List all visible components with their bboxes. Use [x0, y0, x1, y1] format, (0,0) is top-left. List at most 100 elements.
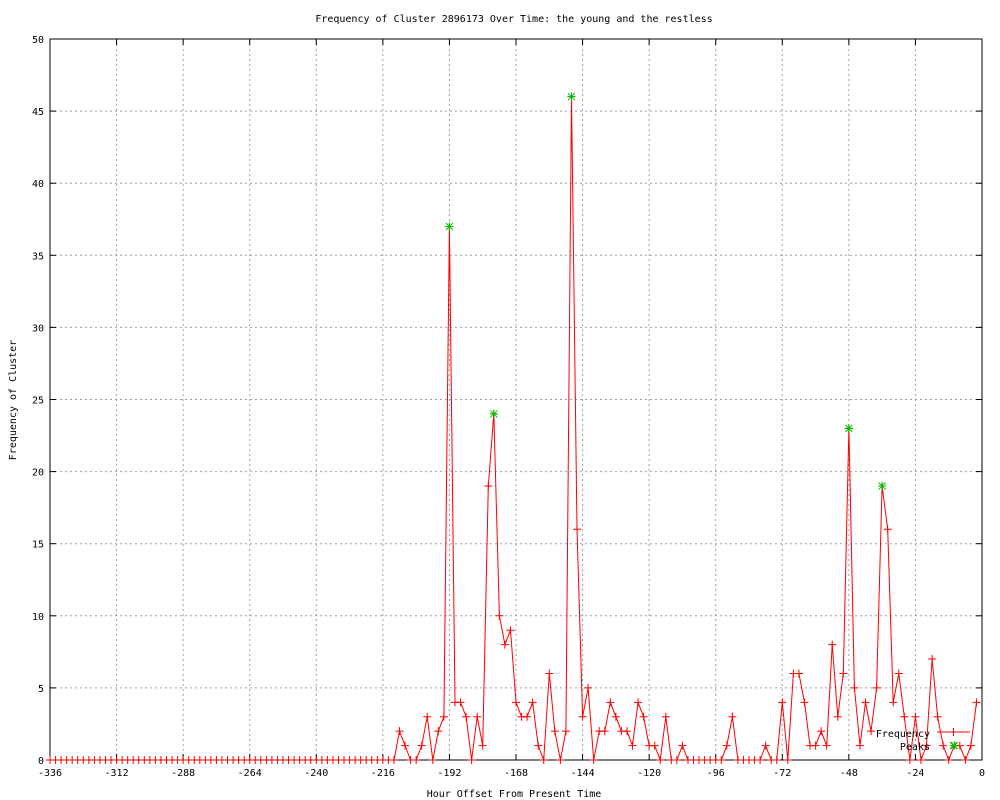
y-tick-label: 25 [32, 396, 44, 407]
frequency-point [506, 626, 515, 635]
y-tick-label: 5 [38, 684, 44, 695]
frequency-point [839, 669, 848, 678]
frequency-point [578, 712, 587, 721]
y-tick-label: 15 [32, 540, 44, 551]
plot-border [49, 38, 983, 761]
x-tick-label: -288 [171, 768, 195, 779]
frequency-point [523, 712, 532, 721]
y-axis-label: Frequency of Cluster [8, 340, 19, 460]
x-tick-label: -192 [437, 768, 461, 779]
frequency-point [961, 756, 970, 764]
frequency-point [772, 756, 781, 764]
frequency-point [778, 698, 787, 707]
frequency-point [634, 698, 643, 707]
peak-point [567, 92, 576, 101]
y-tick-label: 20 [32, 468, 44, 479]
frequency-point [500, 640, 509, 649]
frequency-point [928, 655, 937, 664]
frequency-point [495, 611, 504, 620]
y-tick-label: 35 [32, 251, 44, 262]
x-axis-label: Hour Offset From Present Time [427, 789, 602, 800]
frequency-point [817, 727, 826, 736]
x-tick-label: 0 [979, 768, 985, 779]
frequency-point [628, 741, 637, 750]
frequency-point [539, 756, 548, 764]
y-tick-label: 50 [32, 35, 44, 46]
frequency-point [828, 640, 837, 649]
frequency-point [462, 712, 471, 721]
frequency-point [944, 756, 953, 764]
frequency-point [467, 756, 476, 764]
frequency-point [661, 712, 670, 721]
x-tick-label: -120 [637, 768, 661, 779]
frequency-point [573, 525, 582, 534]
frequency-point [800, 698, 809, 707]
y-tick-label: 0 [38, 756, 44, 767]
peak-point [878, 482, 887, 491]
x-tick-label: -168 [504, 768, 528, 779]
frequency-point [622, 727, 631, 736]
frequency-point [966, 741, 975, 750]
frequency-point [611, 712, 620, 721]
frequency-point [473, 712, 482, 721]
frequency-point [656, 756, 665, 764]
frequency-point [717, 756, 726, 764]
frequency-point [833, 712, 842, 721]
y-tick-label: 45 [32, 107, 44, 118]
x-tick-label: -48 [840, 768, 858, 779]
frequency-point [528, 698, 537, 707]
x-tick-label: -24 [906, 768, 924, 779]
frequency-point [434, 727, 443, 736]
frequency-point [911, 712, 920, 721]
frequency-point [916, 756, 925, 764]
frequency-point [900, 712, 909, 721]
frequency-point [428, 756, 437, 764]
frequency-point [889, 698, 898, 707]
frequency-point [478, 741, 487, 750]
frequency-point [972, 698, 981, 707]
y-tick-label: 10 [32, 612, 44, 623]
y-tick-label: 40 [32, 179, 44, 190]
frequency-point [417, 741, 426, 750]
frequency-point [905, 756, 914, 764]
frequency-point [395, 727, 404, 736]
frequency-point [550, 727, 559, 736]
frequency-point [545, 669, 554, 678]
frequency-point [883, 525, 892, 534]
peak-point [844, 424, 853, 433]
legend-marker-peaks [949, 741, 958, 750]
frequency-point [456, 698, 465, 707]
x-tick-label: -96 [707, 768, 725, 779]
frequency-point [678, 741, 687, 750]
frequency-point [922, 741, 931, 750]
frequency-point [606, 698, 615, 707]
series-layer [46, 92, 981, 764]
frequency-point [672, 756, 681, 764]
x-tick-label: -240 [304, 768, 328, 779]
frequency-point [783, 756, 792, 764]
frequency-point [855, 741, 864, 750]
legend-label-peaks: Peaks [900, 742, 930, 753]
frequency-point [512, 698, 520, 707]
frequency-point [894, 669, 903, 678]
frequency-point [872, 683, 881, 692]
frequency-point [761, 741, 770, 750]
chart-title: Frequency of Cluster 2896173 Over Time: … [315, 14, 712, 25]
frequency-point [639, 712, 648, 721]
frequency-point [584, 683, 593, 692]
legend-marker-frequency [949, 728, 958, 736]
frequency-point [412, 756, 421, 764]
frequency-point [728, 712, 737, 721]
frequency-point [939, 741, 948, 750]
peak-point [445, 222, 454, 231]
x-tick-label: -336 [38, 768, 62, 779]
x-tick-label: -216 [371, 768, 395, 779]
frequency-point [867, 727, 876, 736]
frequency-point [589, 756, 598, 764]
frequency-point [561, 727, 570, 736]
legend-label-frequency: Frequency [876, 729, 930, 740]
frequency-point [722, 741, 731, 750]
frequency-point [484, 482, 493, 491]
x-tick-label: -72 [773, 768, 791, 779]
